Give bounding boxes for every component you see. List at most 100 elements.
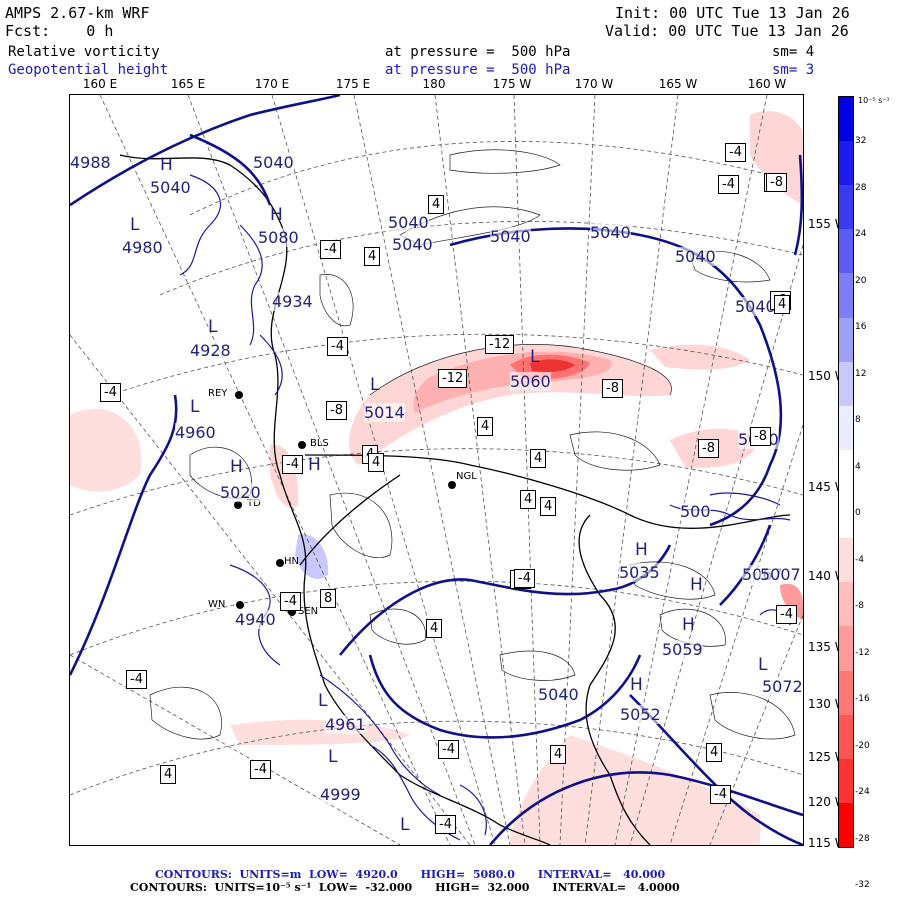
colorbar-tick: -24: [855, 787, 870, 797]
height-label: 5035: [619, 563, 660, 582]
vorticity-label-box: 4: [540, 497, 557, 516]
vorticity-label-box: -4: [776, 605, 797, 624]
colorbar-tick: -20: [855, 740, 870, 751]
height-contour: [70, 95, 341, 207]
vorticity-patch: [650, 344, 750, 370]
init-time: Init: 00 UTC Tue 13 Jan 26: [615, 4, 850, 22]
low-center-label: L: [328, 747, 338, 767]
colorbar-unit: 10⁻⁵ s⁻¹: [858, 96, 890, 105]
vorticity-patch: [295, 534, 329, 579]
vorticity-label-box: 4: [426, 619, 443, 638]
lon-label: 160 W: [747, 77, 787, 91]
vorticity-label-box: 4: [368, 453, 385, 472]
vorticity-contours: [149, 149, 796, 740]
ice-shelf-edge: [304, 454, 791, 529]
height-label: 5040: [590, 223, 631, 242]
meridian: [629, 244, 803, 845]
vorticity-label-box: -8: [326, 401, 347, 420]
colorbar-segment: [839, 582, 853, 627]
meridian: [70, 334, 471, 845]
high-center-label: H: [630, 675, 643, 695]
vorticity-label-box: -8: [602, 379, 623, 398]
smoothing-vorticity: sm= 4: [772, 44, 815, 60]
station-markers: [234, 391, 456, 616]
height-label: 4988: [70, 153, 111, 172]
meridian: [709, 614, 803, 845]
colorbar-segment: [839, 273, 853, 318]
height-label: 5040: [253, 153, 294, 172]
height-contour: [629, 694, 803, 845]
vorticity-patch: [270, 444, 299, 508]
station-label: WN: [208, 599, 226, 610]
height-label: 5040: [388, 213, 429, 232]
colorbar-segment: [839, 405, 853, 450]
vorticity-patch: [530, 359, 575, 373]
high-center-label: H: [308, 455, 321, 475]
colorbar-segment: [839, 758, 853, 803]
lat-circle: [70, 448, 803, 516]
meridian: [669, 424, 803, 845]
height-label: 4961: [325, 715, 366, 734]
map-panel[interactable]: REY BLS NGL HN SEN WN TD 5040 5040 4980 508…: [69, 94, 804, 846]
colorbar-segment: [839, 494, 853, 539]
vorticity-label-box: -8: [698, 439, 719, 458]
model-title: AMPS 2.67-km WRF: [5, 4, 150, 22]
field-geopotential: Geopotential height: [8, 62, 169, 78]
vorticity-label-box: -8: [750, 427, 771, 446]
height-contour: [489, 771, 803, 845]
colorbar-tick: 16: [855, 322, 867, 332]
station-label: HN: [284, 556, 299, 567]
level-geopotential: at pressure = 500 hPa: [385, 62, 571, 78]
colorbar-tick: -16: [855, 694, 870, 704]
colorbar: [838, 96, 854, 848]
lon-label: 165 E: [170, 77, 206, 91]
level-vorticity: at pressure = 500 hPa: [385, 44, 571, 60]
colorbar-segment: [839, 714, 853, 759]
lon-label: 165 W: [658, 77, 698, 91]
vorticity-label-box: 4: [160, 765, 177, 784]
coastline: [299, 474, 401, 566]
vorticity-label-box: -4: [327, 337, 348, 356]
vorticity-patch: [750, 111, 803, 205]
vorticity-label-box: 4: [530, 449, 547, 468]
vorticity-patch: [70, 408, 142, 492]
valid-time: Valid: 00 UTC Tue 13 Jan 26: [605, 22, 849, 40]
field-vorticity: Relative vorticity: [8, 44, 160, 60]
height-label: 5059: [662, 640, 703, 659]
station-label: BLS: [310, 438, 329, 449]
meridian: [99, 95, 451, 845]
smoothing-geopotential: sm= 3: [772, 62, 815, 78]
height-label: 5040: [490, 227, 531, 246]
lon-label: 175 W: [492, 77, 532, 91]
station-label: NGL: [456, 471, 477, 482]
colorbar-segment: [839, 626, 853, 671]
height-label: 4928: [190, 341, 231, 360]
vorticity-label-box: 4: [428, 195, 445, 214]
colorbar-tick: 24: [855, 229, 867, 239]
colorbar-tick: -12: [855, 647, 870, 658]
vorticity-shading: [70, 111, 803, 845]
vorticity-label-box: -4: [514, 569, 535, 588]
vorticity-patch: [510, 735, 760, 845]
vorticity-label-box: -8: [766, 173, 787, 192]
meridian: [513, 95, 541, 845]
low-center-label: L: [530, 347, 540, 367]
height-label: 4999: [320, 785, 361, 804]
high-center-label: H: [230, 457, 243, 477]
low-center-label: L: [318, 691, 328, 711]
height-label: 5072: [762, 677, 803, 696]
colorbar-tick: 4: [855, 461, 861, 472]
high-center-label: H: [160, 155, 173, 175]
vorticity-label-box: -4: [126, 670, 147, 689]
height-label: 4980: [122, 238, 163, 257]
low-center-label: L: [130, 215, 140, 235]
colorbar-segment: [839, 229, 853, 274]
low-center-label: L: [400, 815, 410, 835]
height-contour: [368, 654, 642, 739]
station-dot: [235, 391, 243, 399]
vorticity-label-box: -4: [100, 383, 121, 402]
colorbar-segment: [839, 141, 853, 186]
vorticity-label-box: 8: [320, 589, 337, 608]
graticule: [70, 95, 803, 845]
height-label: 500: [680, 502, 711, 521]
